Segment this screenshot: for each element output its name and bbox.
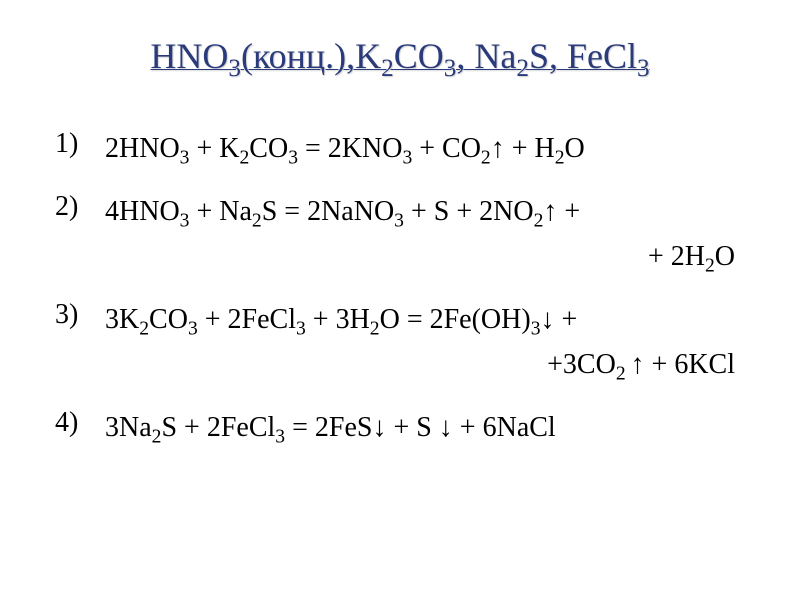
equation-number: 4) — [55, 407, 105, 439]
equation-number: 1) — [55, 128, 105, 160]
equation-row: 3) 3K2CO3 + 2FeCl3 + 3H2O = 2Fe(OH)3↓ + … — [55, 299, 750, 389]
equation-continuation: +3CO2 ↑ + 6KCl — [105, 344, 750, 389]
equation-number: 2) — [55, 191, 105, 223]
equation-row: 4) 3Na2S + 2FeCl3 = 2FeS↓ + S ↓ + 6NaCl — [55, 407, 750, 452]
equation-number: 3) — [55, 299, 105, 331]
equation-continuation: + 2H2O — [105, 236, 750, 281]
equation-line: 2HNO3 + K2CO3 = 2KNO3 + CO2↑ + H2O — [105, 128, 750, 173]
equation-content: 2HNO3 + K2CO3 = 2KNO3 + CO2↑ + H2O — [105, 128, 750, 173]
equation-content: 4HNO3 + Na2S = 2NaNO3 + S + 2NO2↑ + + 2H… — [105, 191, 750, 281]
equations-list: 1) 2HNO3 + K2CO3 = 2KNO3 + CO2↑ + H2O 2)… — [50, 128, 750, 452]
slide-title: HNO3(конц.),K2CO3, Na2S, FeCl3 — [50, 35, 750, 83]
equation-content: 3Na2S + 2FeCl3 = 2FeS↓ + S ↓ + 6NaCl — [105, 407, 750, 452]
equation-line: 3K2CO3 + 2FeCl3 + 3H2O = 2Fe(OH)3↓ + — [105, 299, 750, 344]
equation-row: 2) 4HNO3 + Na2S = 2NaNO3 + S + 2NO2↑ + +… — [55, 191, 750, 281]
title-text: HNO3(конц.),K2CO3, Na2S, FeCl3 — [150, 36, 649, 76]
equation-line: 3Na2S + 2FeCl3 = 2FeS↓ + S ↓ + 6NaCl — [105, 407, 750, 452]
equation-row: 1) 2HNO3 + K2CO3 = 2KNO3 + CO2↑ + H2O — [55, 128, 750, 173]
equation-content: 3K2CO3 + 2FeCl3 + 3H2O = 2Fe(OH)3↓ + +3C… — [105, 299, 750, 389]
equation-line: 4HNO3 + Na2S = 2NaNO3 + S + 2NO2↑ + — [105, 191, 750, 236]
